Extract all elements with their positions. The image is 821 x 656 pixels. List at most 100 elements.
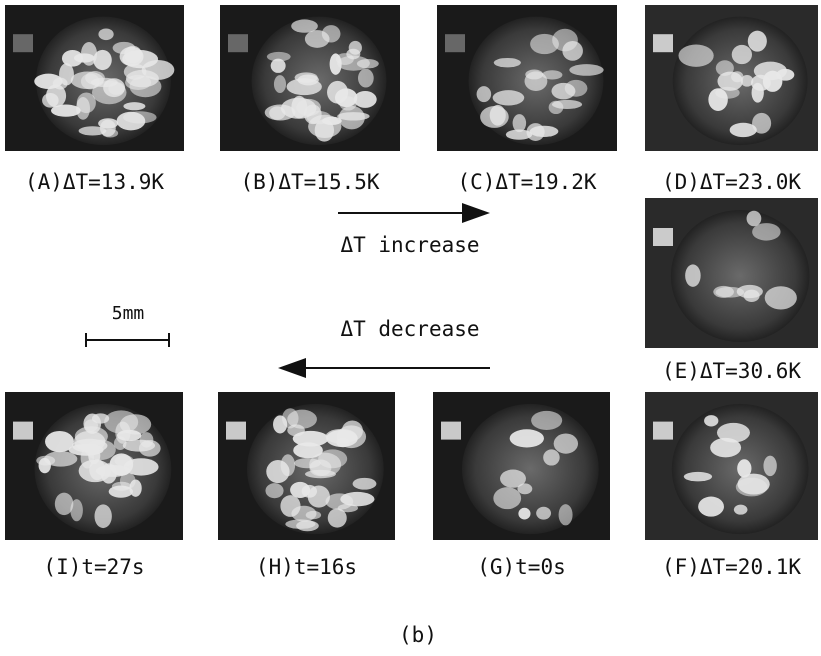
vapor-pattern	[55, 493, 74, 516]
photo	[5, 392, 183, 540]
vapor-pattern	[296, 99, 321, 116]
vapor-pattern	[748, 31, 767, 52]
photo	[645, 198, 818, 348]
inlet	[13, 34, 33, 52]
panel-label: (F)ΔT=20.1K	[662, 555, 801, 579]
vapor-pattern	[477, 86, 492, 102]
vapor-pattern	[554, 433, 578, 453]
panel-label: (B)ΔT=15.5K	[240, 170, 379, 194]
vapor-pattern	[698, 497, 724, 517]
vapor-pattern	[737, 285, 763, 298]
vapor-pattern	[108, 82, 124, 95]
inlet	[441, 422, 461, 440]
figure: ΔT increase ΔT decrease 5mm (b) (A)ΔT=13…	[0, 0, 821, 656]
vapor-pattern	[763, 71, 783, 92]
vapor-pattern	[685, 264, 701, 287]
vapor-pattern	[274, 75, 286, 93]
vapor-pattern	[531, 411, 562, 430]
vapor-pattern	[518, 508, 530, 520]
panel-label: (A)ΔT=13.9K	[25, 170, 164, 194]
vapor-pattern	[326, 430, 358, 447]
vapor-pattern	[273, 415, 287, 433]
decrease-label: ΔT decrease	[340, 317, 479, 341]
vapor-pattern	[338, 504, 358, 512]
vapor-pattern	[353, 478, 377, 490]
inlet	[653, 422, 673, 440]
vapor-pattern	[305, 30, 330, 48]
vapor-pattern	[95, 504, 112, 528]
vapor-pattern	[117, 112, 146, 131]
vapor-pattern	[85, 440, 116, 460]
vapor-pattern	[747, 211, 762, 227]
vapor-pattern	[493, 487, 521, 509]
vapor-pattern	[552, 100, 582, 109]
vapor-pattern	[295, 72, 318, 83]
vapor-pattern	[494, 58, 521, 67]
vapor-pattern	[98, 118, 118, 128]
vapor-pattern	[565, 80, 588, 97]
photo	[645, 392, 818, 540]
photo	[645, 5, 818, 151]
photo	[5, 5, 184, 151]
vapor-pattern	[102, 129, 118, 138]
inlet	[226, 422, 246, 440]
vapor-pattern	[559, 504, 573, 525]
vapor-pattern	[543, 449, 559, 465]
vapor-pattern	[732, 45, 752, 64]
vapor-pattern	[293, 442, 323, 458]
vapor-pattern	[335, 88, 357, 107]
vapor-pattern	[734, 505, 748, 515]
vapor-pattern	[717, 423, 750, 443]
vapor-pattern	[294, 458, 321, 468]
vapor-pattern	[123, 102, 145, 110]
vapor-pattern	[110, 453, 134, 475]
vapor-pattern	[752, 113, 771, 134]
panel-label: (H)t=16s	[256, 555, 357, 579]
panel-label: (I)t=27s	[43, 555, 144, 579]
vapor-pattern	[122, 50, 158, 68]
vapor-pattern	[530, 126, 559, 137]
vapor-pattern	[717, 72, 743, 91]
photo	[437, 5, 617, 151]
vapor-pattern	[339, 106, 365, 129]
vapor-pattern	[36, 456, 55, 466]
caption: (b)	[399, 623, 437, 647]
inlet	[228, 34, 248, 52]
vapor-pattern	[45, 431, 74, 452]
photo	[433, 392, 610, 540]
vapor-pattern	[684, 472, 712, 482]
vapor-pattern	[525, 71, 548, 91]
vapor-pattern	[84, 419, 98, 431]
vapor-pattern	[500, 469, 526, 487]
panel-label: (E)ΔT=30.6K	[662, 359, 801, 383]
vapor-pattern	[112, 482, 132, 491]
photo	[220, 5, 400, 151]
vapor-pattern	[34, 74, 62, 89]
vapor-pattern	[306, 511, 321, 519]
vapor-pattern	[704, 415, 718, 426]
vapor-pattern	[267, 52, 291, 61]
vapor-pattern	[678, 45, 713, 67]
scale-label: 5mm	[112, 303, 145, 324]
panel-label: (D)ΔT=23.0K	[662, 170, 801, 194]
vapor-pattern	[358, 69, 374, 88]
vapor-pattern	[290, 482, 310, 498]
vapor-pattern	[89, 459, 105, 480]
vapor-pattern	[510, 429, 544, 447]
vapor-pattern	[354, 91, 377, 108]
inlet	[653, 228, 673, 246]
vapor-pattern	[513, 114, 527, 132]
vapor-pattern	[765, 286, 797, 309]
vapor-pattern	[308, 115, 341, 138]
vapor-pattern	[530, 34, 559, 54]
vapor-pattern	[129, 76, 161, 97]
inlet	[13, 422, 33, 440]
vapor-pattern	[736, 478, 768, 497]
increase-label: ΔT increase	[340, 233, 479, 257]
vapor-pattern	[296, 520, 319, 531]
vapor-pattern	[98, 28, 113, 40]
vapor-pattern	[569, 64, 603, 76]
photo	[218, 392, 395, 540]
vapor-pattern	[763, 456, 776, 477]
vapor-pattern	[493, 90, 525, 105]
